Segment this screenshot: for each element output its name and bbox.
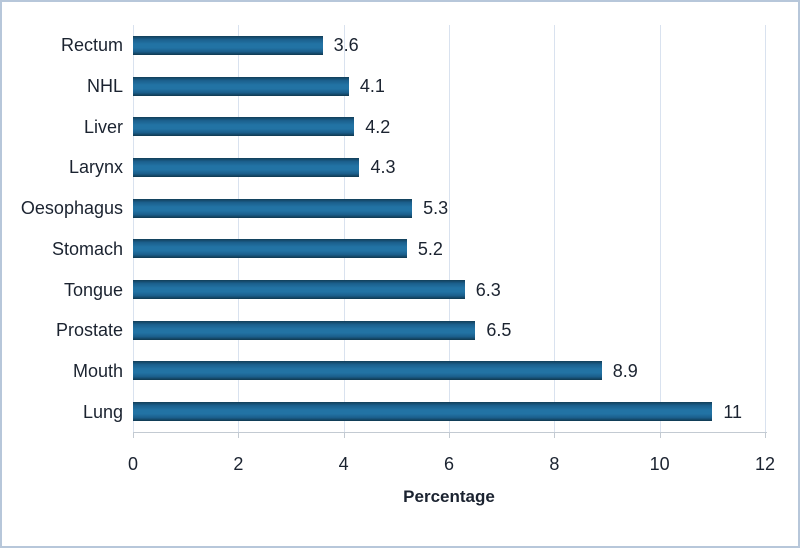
x-tick-mark [133, 433, 134, 438]
x-tick-mark [554, 433, 556, 438]
value-label: 8.9 [612, 360, 638, 381]
category-label: Oesophagus [20, 198, 123, 219]
value-label: 5.2 [417, 238, 443, 259]
value-label: 3.6 [333, 35, 359, 56]
gridline [449, 25, 450, 432]
category-label: Prostate [55, 320, 123, 341]
x-tick-mark [659, 433, 661, 438]
category-label: Rectum [60, 35, 123, 56]
category-label: Tongue [63, 279, 123, 300]
value-label: 11 [723, 401, 743, 422]
value-label: 4.2 [365, 116, 391, 137]
x-tick-label: 2 [233, 454, 244, 474]
value-label: 6.5 [486, 320, 512, 341]
category-label: NHL [86, 76, 123, 97]
gridline [238, 25, 240, 432]
gridline [133, 25, 134, 432]
bar [133, 35, 323, 55]
x-axis-title: Percentage [403, 487, 495, 506]
bar [133, 198, 413, 218]
value-label: 5.3 [423, 198, 449, 219]
bar [133, 157, 360, 177]
gridline [659, 25, 661, 432]
x-tick-label: 12 [754, 454, 776, 474]
value-label: 4.3 [370, 157, 396, 178]
category-label: Larynx [68, 157, 123, 178]
gridline [765, 25, 766, 432]
bar [133, 239, 407, 259]
x-tick-label: 6 [443, 454, 454, 474]
bar [133, 320, 476, 340]
gridline [343, 25, 345, 432]
bar [133, 117, 355, 137]
category-label: Mouth [72, 360, 123, 381]
bar [133, 361, 602, 381]
x-tick-label: 8 [549, 454, 560, 474]
x-tick-label: 0 [127, 454, 138, 474]
x-axis-line [133, 432, 767, 433]
bar [133, 280, 465, 300]
x-tick-mark [238, 433, 240, 438]
bar [133, 76, 349, 96]
x-tick-mark [449, 433, 450, 438]
value-label: 4.1 [359, 76, 385, 97]
x-tick-label: 4 [338, 454, 349, 474]
x-tick-mark [765, 433, 766, 438]
category-label: Stomach [51, 238, 123, 259]
category-label: Liver [83, 116, 123, 137]
gridline [554, 25, 556, 432]
x-tick-label: 10 [649, 454, 670, 474]
x-tick-mark [343, 433, 345, 438]
bar [133, 402, 713, 422]
value-label: 6.3 [475, 279, 501, 300]
category-label: Lung [82, 401, 123, 422]
